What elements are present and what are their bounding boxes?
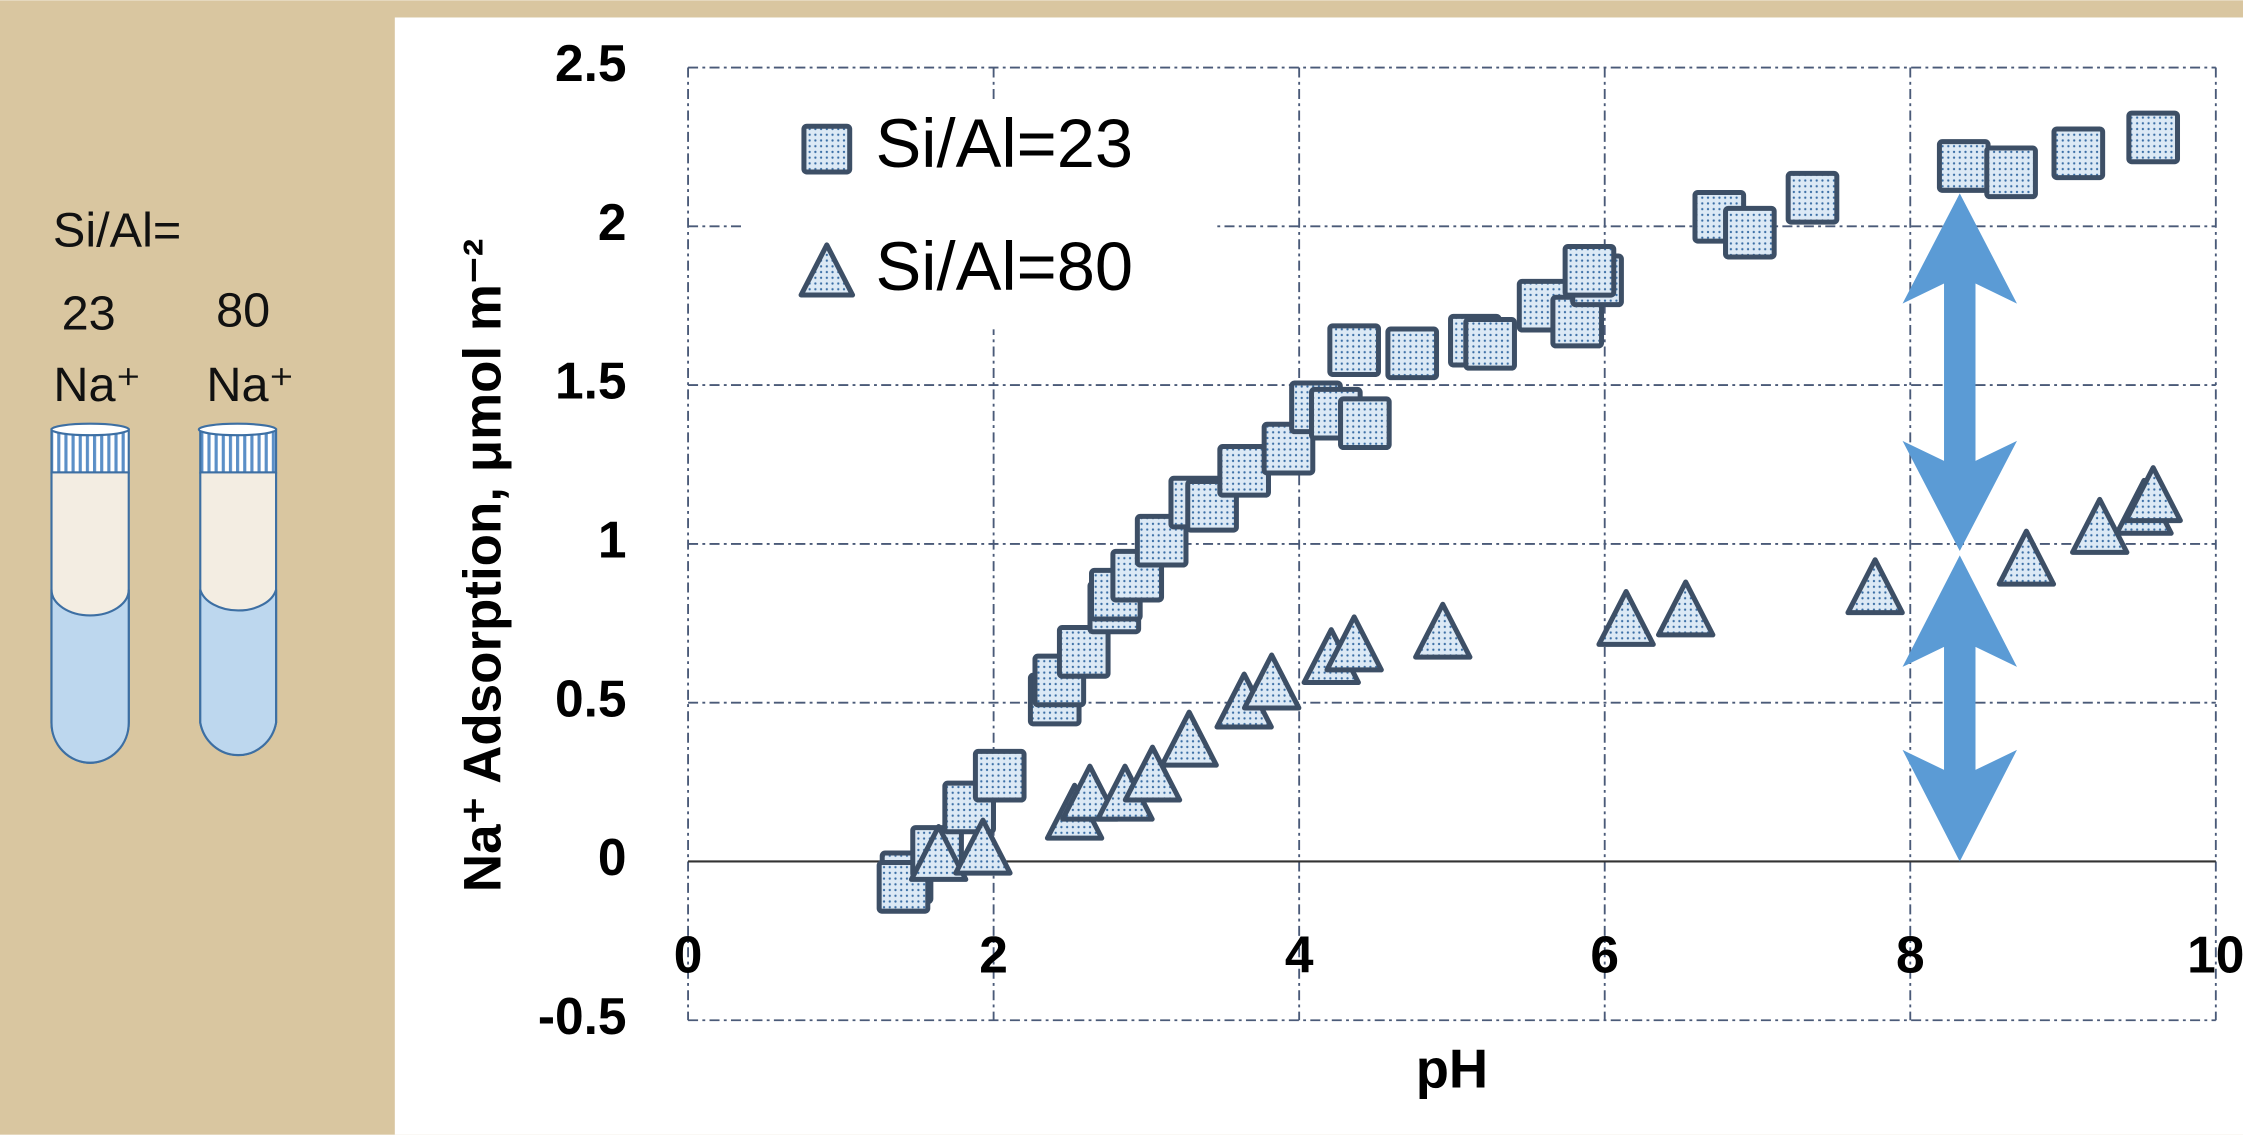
- y-tick-label: 0.5: [555, 669, 627, 727]
- x-tick-label: 2: [979, 925, 1008, 983]
- data-point: [1413, 601, 1473, 660]
- double-arrow: [1902, 193, 2017, 552]
- data-point: [1261, 421, 1316, 476]
- data-point: [1723, 205, 1777, 260]
- chart-panel: [394, 17, 2243, 1135]
- data-point: [1056, 625, 1111, 679]
- data-point: [953, 817, 1013, 876]
- data-point: [1984, 145, 2038, 200]
- labels: pH Na⁺ Adsorption, μmol m⁻² -0.5 0 0.5 1 1.5…: [453, 34, 2243, 1099]
- tube-ratio: 23: [62, 286, 116, 340]
- y-tick-label: -0.5: [538, 987, 627, 1045]
- data-point: [1785, 170, 1840, 225]
- data-point: [1327, 323, 1381, 378]
- ratio-label: Si/Al=: [53, 203, 181, 257]
- legend-label: Si/Al=80: [875, 228, 1133, 305]
- data-point: [1385, 326, 1440, 381]
- data-point: [972, 748, 1027, 803]
- tube: [50, 422, 130, 764]
- tube-ion: Na⁺: [206, 358, 294, 412]
- data-point: [1936, 139, 1991, 193]
- data-point: [1122, 744, 1183, 803]
- data-point: [1324, 614, 1384, 673]
- tube-ion: Na⁺: [53, 358, 141, 412]
- data-point: [2126, 110, 2181, 165]
- data-point: [1596, 589, 1656, 647]
- x-tick-label: 8: [1896, 925, 1925, 983]
- y-tick-label: 2.5: [555, 34, 627, 92]
- tube: [197, 422, 278, 757]
- y-tick-label: 0: [598, 828, 627, 886]
- data-point: [2123, 465, 2183, 524]
- legend-label: Si/Al=23: [875, 105, 1133, 182]
- double-arrow: [1902, 555, 2017, 862]
- x-tick-label: 4: [1285, 925, 1314, 983]
- data-point: [1996, 528, 2057, 587]
- data-point: [2070, 496, 2130, 555]
- data-point: [1217, 444, 1271, 498]
- legend-marker: [798, 242, 856, 298]
- data-point: [1159, 709, 1219, 768]
- x-tick-label: 6: [1590, 925, 1619, 983]
- x-axis-label: pH: [1416, 1039, 1488, 1100]
- legend-marker: [801, 123, 853, 175]
- data-point: [1845, 557, 1905, 616]
- y-tick-label: 2: [598, 193, 627, 251]
- data-point: [1562, 243, 1617, 298]
- data-point: [1241, 652, 1302, 711]
- data-point: [1338, 396, 1392, 451]
- y-tick-label: 1: [598, 511, 627, 569]
- y-axis-label: Na⁺ Adsorption, μmol m⁻²: [453, 239, 512, 893]
- tube-ratio: 80: [216, 283, 270, 337]
- data-point: [1656, 579, 1716, 638]
- x-tick-label: 10: [2187, 925, 2243, 983]
- markers: [876, 110, 2183, 914]
- arrows: [1902, 193, 2017, 862]
- y-tick-label: 1.5: [555, 352, 627, 410]
- data-point: [908, 824, 969, 882]
- x-tick-label: 0: [674, 925, 703, 983]
- data-point: [1463, 317, 1517, 371]
- data-point: [2051, 126, 2106, 181]
- side-panel: Si/Al= 23 80 Na⁺ Na⁺: [50, 203, 294, 764]
